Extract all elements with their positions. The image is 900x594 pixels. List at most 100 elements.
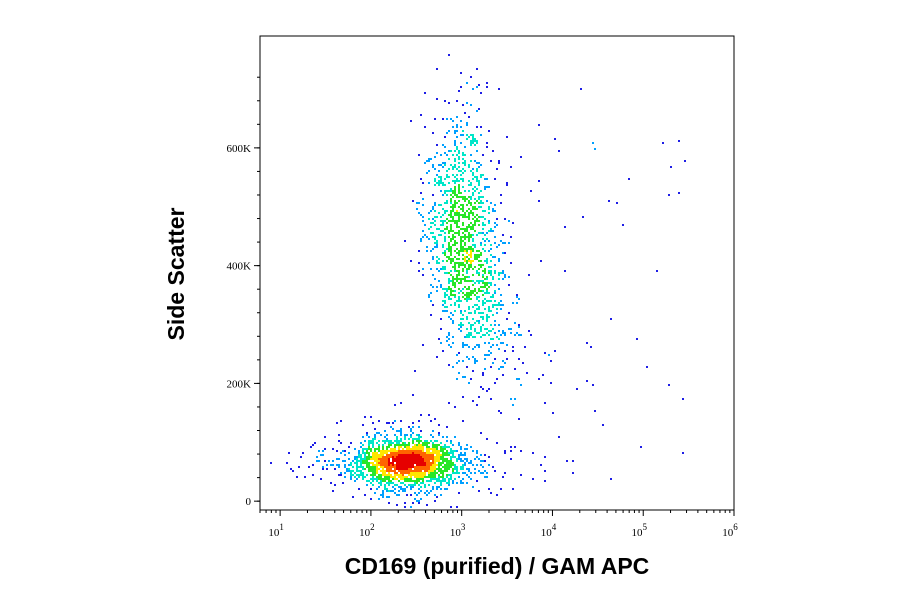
data-point	[438, 454, 440, 456]
data-point	[484, 308, 486, 310]
data-point	[436, 290, 438, 292]
data-point	[512, 302, 514, 304]
data-point	[464, 336, 466, 338]
data-point	[426, 460, 428, 462]
data-point	[494, 300, 496, 302]
data-point	[378, 456, 380, 458]
data-point	[452, 464, 454, 466]
data-point	[450, 466, 452, 468]
data-point	[454, 140, 456, 142]
data-point	[458, 186, 460, 188]
data-point	[452, 454, 454, 456]
data-point	[616, 202, 618, 204]
data-point	[444, 310, 446, 312]
data-point	[358, 452, 360, 454]
data-point	[472, 260, 474, 262]
data-point	[420, 456, 422, 458]
data-point	[412, 442, 414, 444]
data-point	[474, 312, 476, 314]
data-point	[502, 342, 504, 344]
data-point	[464, 242, 466, 244]
data-point	[478, 184, 480, 186]
data-point	[470, 144, 472, 146]
data-point	[478, 108, 480, 110]
data-point	[474, 336, 476, 338]
data-point	[464, 244, 466, 246]
data-point	[346, 470, 348, 472]
data-point	[464, 160, 466, 162]
data-point	[382, 492, 384, 494]
data-point	[572, 472, 574, 474]
data-point	[454, 182, 456, 184]
data-point	[342, 450, 344, 452]
data-point	[416, 460, 418, 462]
data-point	[476, 464, 478, 466]
data-point	[434, 156, 436, 158]
data-point	[432, 452, 434, 454]
data-point	[376, 468, 378, 470]
data-point	[408, 444, 410, 446]
data-point	[470, 478, 472, 480]
data-point	[440, 488, 442, 490]
data-point	[436, 242, 438, 244]
data-point	[470, 246, 472, 248]
data-point	[464, 198, 466, 200]
data-point	[454, 188, 456, 190]
data-point	[496, 308, 498, 310]
data-point	[452, 322, 454, 324]
data-point	[312, 444, 314, 446]
data-point	[462, 468, 464, 470]
data-point	[448, 468, 450, 470]
data-point	[390, 462, 392, 464]
data-point	[486, 332, 488, 334]
data-point	[458, 254, 460, 256]
data-point	[362, 452, 364, 454]
data-point	[386, 452, 388, 454]
data-point	[436, 216, 438, 218]
data-point	[468, 276, 470, 278]
data-point	[448, 298, 450, 300]
data-point	[398, 458, 400, 460]
data-point	[376, 452, 378, 454]
data-point	[464, 112, 466, 114]
data-point	[390, 442, 392, 444]
data-point	[476, 456, 478, 458]
data-point	[382, 494, 384, 496]
data-point	[468, 286, 470, 288]
data-point	[450, 346, 452, 348]
data-point	[424, 474, 426, 476]
data-point	[422, 216, 424, 218]
data-point	[406, 452, 408, 454]
data-point	[580, 88, 582, 90]
data-point	[400, 478, 402, 480]
data-point	[412, 426, 414, 428]
data-point	[430, 440, 432, 442]
data-point	[396, 466, 398, 468]
data-point	[478, 274, 480, 276]
data-point	[442, 470, 444, 472]
data-point	[480, 386, 482, 388]
data-point	[438, 444, 440, 446]
data-point	[438, 450, 440, 452]
data-point	[304, 476, 306, 478]
data-point	[418, 468, 420, 470]
data-point	[444, 302, 446, 304]
data-point	[408, 474, 410, 476]
data-point	[396, 440, 398, 442]
data-point	[462, 210, 464, 212]
data-point	[476, 180, 478, 182]
data-point	[366, 434, 368, 436]
data-point	[366, 474, 368, 476]
data-point	[470, 334, 472, 336]
data-point	[442, 230, 444, 232]
data-point	[446, 454, 448, 456]
data-point	[460, 72, 462, 74]
data-point	[442, 472, 444, 474]
data-point	[484, 260, 486, 262]
data-point	[480, 244, 482, 246]
data-point	[480, 164, 482, 166]
data-point	[454, 406, 456, 408]
data-point	[400, 428, 402, 430]
data-point	[454, 158, 456, 160]
data-point	[396, 436, 398, 438]
